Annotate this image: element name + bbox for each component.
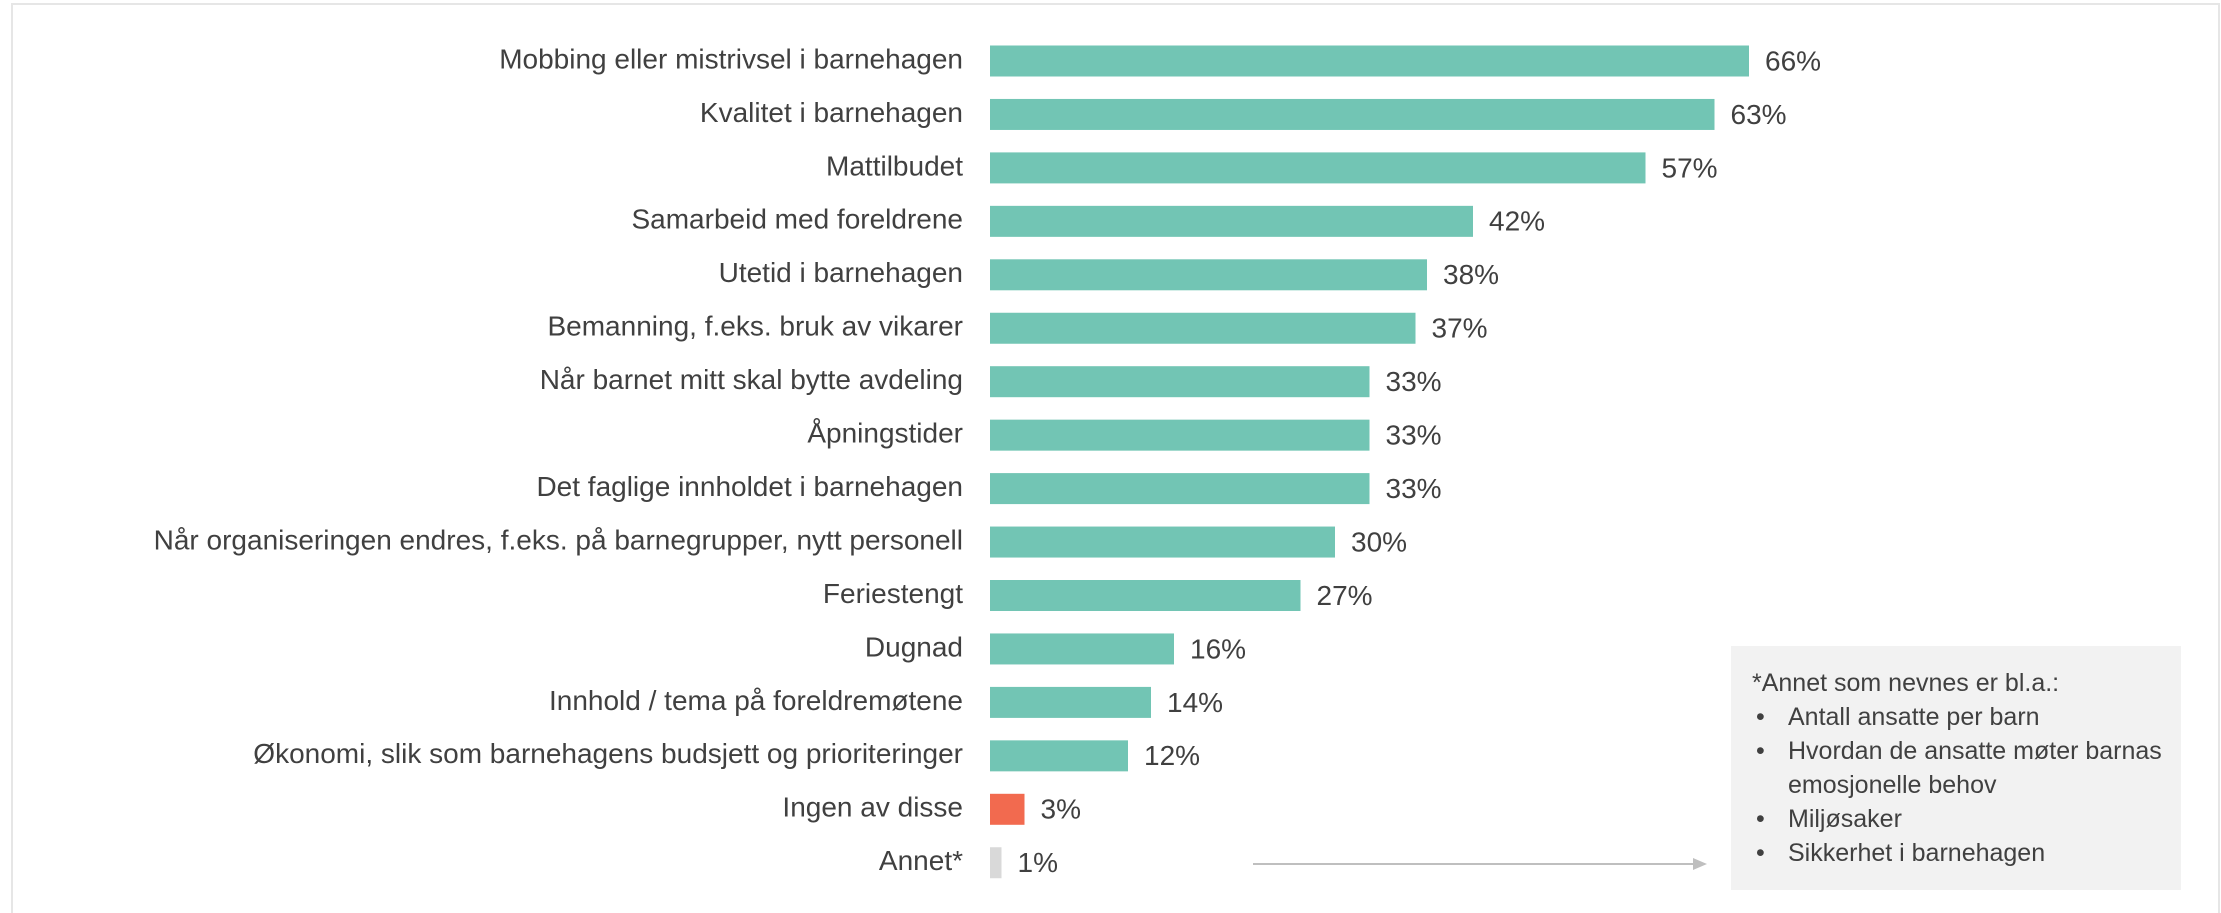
value-label: 3% — [1041, 794, 1081, 825]
bar — [990, 740, 1128, 772]
bar — [990, 152, 1646, 184]
bar — [990, 419, 1370, 451]
value-label: 38% — [1443, 259, 1499, 290]
bar — [990, 633, 1174, 665]
bar — [990, 205, 1473, 237]
note-item: Hvordan de ansatte møter barnas emosjone… — [1756, 734, 2178, 802]
value-label: 1% — [1018, 847, 1058, 878]
note-box: *Annet som nevnes er bl.a.: Antall ansat… — [1731, 646, 2181, 890]
note-title: *Annet som nevnes er bl.a.: — [1752, 669, 2060, 697]
arrow-head — [1693, 858, 1707, 870]
category-label: Innhold / tema på foreldremøtene — [549, 685, 963, 716]
value-label: 14% — [1167, 687, 1223, 718]
value-label: 66% — [1765, 45, 1821, 76]
category-label: Det faglige innholdet i barnehagen — [536, 471, 963, 502]
category-label: Når organiseringen endres, f.eks. på bar… — [154, 524, 963, 555]
category-label: Bemanning, f.eks. bruk av vikarer — [547, 311, 963, 342]
category-label: Mobbing eller mistrivsel i barnehagen — [499, 43, 963, 74]
bar — [990, 312, 1416, 344]
bar — [990, 473, 1370, 505]
value-label: 33% — [1386, 473, 1442, 504]
category-label: Mattilbudet — [826, 150, 963, 181]
value-label: 12% — [1144, 740, 1200, 771]
category-label: Feriestengt — [823, 578, 963, 609]
value-label: 42% — [1489, 206, 1545, 237]
frame — [11, 3, 2220, 913]
category-label: Åpningstider — [807, 418, 963, 449]
bar — [990, 526, 1335, 558]
note-item: Sikkerhet i barnehagen — [1756, 836, 2178, 870]
value-label: 27% — [1317, 580, 1373, 611]
note-list: Antall ansatte per barnHvordan de ansatt… — [1752, 700, 2178, 870]
bar — [990, 259, 1427, 291]
value-label: 37% — [1432, 313, 1488, 344]
category-label: Ingen av disse — [782, 792, 963, 823]
value-label: 57% — [1662, 152, 1718, 183]
category-label: Når barnet mitt skal bytte avdeling — [540, 364, 963, 395]
bar — [990, 580, 1301, 611]
value-label: 33% — [1386, 420, 1442, 451]
note-item: Antall ansatte per barn — [1756, 700, 2178, 734]
note-item: Miljøsaker — [1756, 802, 2178, 836]
category-label: Utetid i barnehagen — [719, 257, 963, 288]
value-label: 33% — [1386, 366, 1442, 397]
bar — [990, 847, 1002, 879]
category-label: Økonomi, slik som barnehagens budsjett o… — [253, 738, 963, 769]
bar — [990, 793, 1025, 825]
category-label: Annet* — [879, 845, 963, 876]
value-label: 16% — [1190, 633, 1246, 664]
bar — [990, 686, 1151, 718]
bar — [990, 45, 1749, 77]
bar — [990, 98, 1715, 130]
category-label: Kvalitet i barnehagen — [700, 97, 963, 128]
value-label: 30% — [1351, 526, 1407, 557]
category-label: Samarbeid med foreldrene — [631, 204, 963, 235]
category-label: Dugnad — [865, 631, 963, 662]
bar — [990, 366, 1370, 398]
value-label: 63% — [1731, 99, 1787, 130]
